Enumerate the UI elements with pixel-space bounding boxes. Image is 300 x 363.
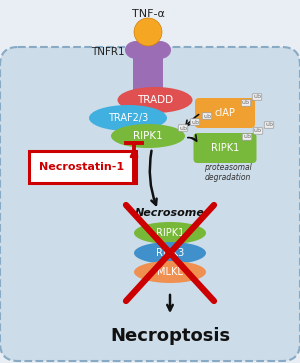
Text: MLKL: MLKL <box>157 267 183 277</box>
Ellipse shape <box>149 41 171 59</box>
Ellipse shape <box>134 261 206 283</box>
Text: ub: ub <box>242 101 250 106</box>
Text: ub: ub <box>191 119 199 125</box>
Ellipse shape <box>118 87 193 113</box>
FancyBboxPatch shape <box>196 99 254 127</box>
Text: RIPK3: RIPK3 <box>156 248 184 258</box>
Ellipse shape <box>111 124 185 148</box>
Circle shape <box>134 18 162 46</box>
Text: ub: ub <box>179 126 187 131</box>
Text: RIPK1: RIPK1 <box>133 131 163 141</box>
Ellipse shape <box>134 222 206 244</box>
Text: proteasomal: proteasomal <box>204 163 252 172</box>
Text: ub: ub <box>253 94 261 99</box>
Text: Necrostatin-1: Necrostatin-1 <box>39 162 124 172</box>
Text: TRAF2/3: TRAF2/3 <box>108 113 148 123</box>
Ellipse shape <box>134 242 206 264</box>
Text: TRADD: TRADD <box>137 95 173 105</box>
Text: Necroptosis: Necroptosis <box>110 327 230 345</box>
FancyBboxPatch shape <box>194 134 256 162</box>
Text: ub: ub <box>265 122 273 127</box>
Text: ub: ub <box>243 135 251 139</box>
Text: cIAP: cIAP <box>214 108 236 118</box>
Text: ub: ub <box>254 129 262 134</box>
Text: ub: ub <box>203 114 211 118</box>
Text: RIPK1: RIPK1 <box>211 143 239 153</box>
FancyBboxPatch shape <box>133 42 163 96</box>
FancyBboxPatch shape <box>29 151 136 183</box>
Ellipse shape <box>125 41 147 59</box>
Text: TNF-α: TNF-α <box>132 9 164 19</box>
Ellipse shape <box>89 105 167 131</box>
FancyBboxPatch shape <box>0 47 300 361</box>
Text: TNFR1: TNFR1 <box>91 47 125 57</box>
Text: Necrosome: Necrosome <box>135 208 205 218</box>
Text: degradation: degradation <box>205 172 251 182</box>
Text: RIPK1: RIPK1 <box>156 228 184 238</box>
